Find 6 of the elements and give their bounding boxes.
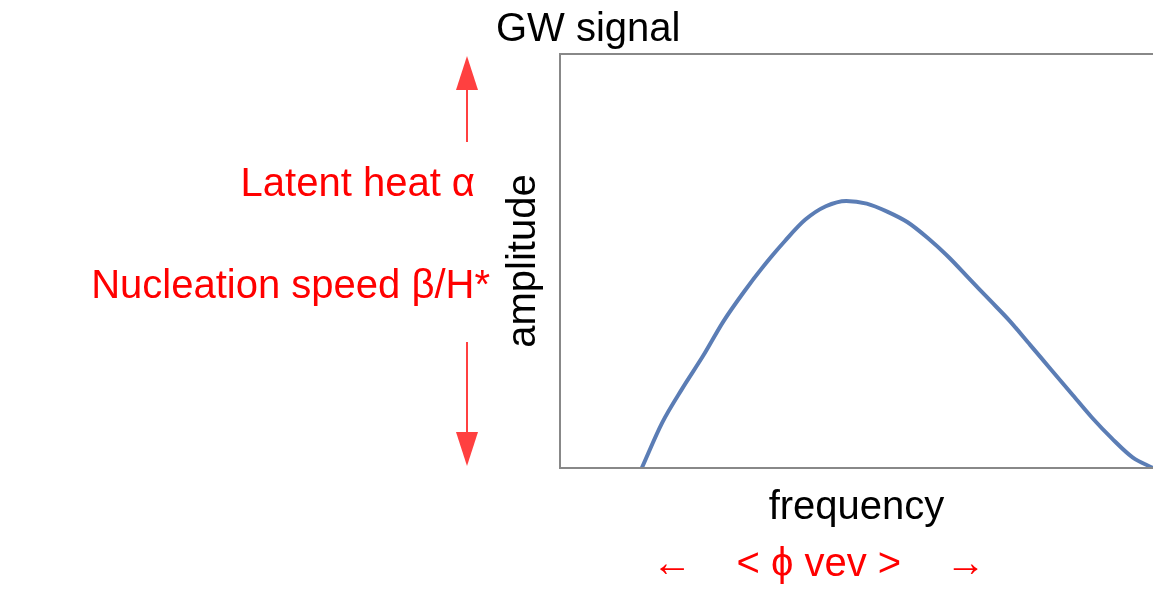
x-axis-title: frequency	[768, 483, 945, 528]
chart-title: GW signal	[496, 5, 681, 50]
y-axis-title: amplitude	[499, 174, 544, 348]
text: Latent heat α	[240, 160, 475, 205]
text: Nucleation speed β/H*	[91, 262, 490, 307]
text: ← < ϕ vev > →	[652, 540, 986, 585]
